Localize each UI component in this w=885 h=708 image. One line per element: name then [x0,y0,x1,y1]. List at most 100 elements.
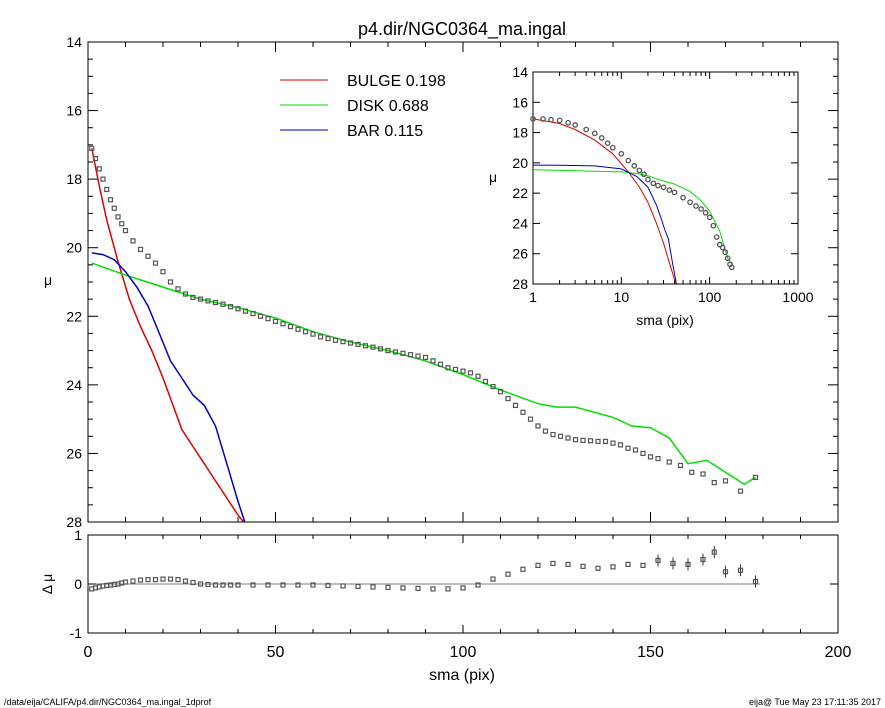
residual-data-point [475,582,481,588]
main-data-point [512,402,519,409]
main-y-ticks: 14 16 18 20 22 24 26 28 [66,34,838,530]
main-data-point [362,343,369,349]
main-data-point [422,354,429,361]
inset-x-tick-label: 1 [529,289,537,305]
main-data-point [595,438,601,445]
inset-plot-frame [532,71,799,285]
main-data-point [119,221,125,227]
main-series [89,145,759,523]
legend-label-bar: BAR 0.115 [347,123,423,140]
main-data-point [490,383,496,390]
residual-data-point [197,581,204,587]
main-data-point [617,442,624,448]
residual-data-point [280,582,286,588]
residual-data-point [505,571,511,577]
main-data-point [520,409,526,415]
residual-data-point [160,576,166,582]
inset-data-point [724,255,731,262]
inset-data-point [713,234,720,240]
residual-data-point [220,582,226,588]
residual-data-point [430,586,436,592]
main-data-point [160,269,166,275]
inset-data-point [716,241,723,248]
residual-y-tick-label: -1 [70,625,83,641]
main-data-point [197,296,204,302]
main-data-point [677,462,684,469]
main-data-point [242,308,249,314]
residual-data-point [227,582,234,588]
residual-data-point [325,582,331,589]
residual-x-tick-label: 0 [84,644,93,661]
inset-data-point [650,180,657,187]
inset-data-point [591,130,598,137]
main-data-point [407,352,414,358]
main-data-point [96,166,102,172]
main-data-point [557,433,564,439]
inset-data-point [604,140,611,147]
legend-label-bulge: BULGE 0.198 [347,73,446,90]
main-data-point [332,337,339,343]
main-y-tick-label: 16 [66,103,82,119]
main-data-point [100,176,106,182]
footer-path: /data/eija/CALIFA/p4.dir/NGC0364_ma.inga… [4,697,212,707]
residual-data-point [670,560,676,567]
main-data-point [280,321,286,327]
inset-x-tick-label: 1000 [782,289,813,305]
residual-y-tick-label: 0 [74,576,82,592]
inset-data-point [609,144,616,151]
residual-data-point [520,566,526,572]
main-data-point [711,479,717,486]
main-data-point [666,459,672,465]
residual-data-point [212,582,219,588]
inset-data-point [687,199,693,206]
inset-data-point [540,116,546,122]
inset-data-point [666,187,673,193]
residual-data-point [711,549,717,555]
main-data-point [392,349,399,355]
residual-data-point [265,582,271,588]
residual-data-point [295,582,301,588]
main-data-point [737,488,744,494]
inset-y-tick-label: 20 [512,155,528,171]
inset-data-point [598,135,605,141]
residual-data-point [535,562,541,568]
inset-data-point [572,122,578,128]
inset-data-point [625,157,632,164]
inset-data-point [548,116,554,123]
main-data-point [89,145,95,151]
inset-data-point [645,176,651,183]
inset-x-axis-label: sma (pix) [636,312,694,328]
main-data-point [430,358,436,364]
inset-data-point [618,150,625,157]
main-data-point [475,373,481,379]
inset-y-tick-label: 24 [512,215,528,231]
residual-data-point [370,584,376,590]
main-data-point [655,455,661,462]
main-data-point [287,323,294,330]
main-data-point [190,294,196,301]
inset-data-point [641,171,647,178]
inset-data-point [671,189,678,196]
residual-data-point [685,561,691,568]
inset-data-point [660,184,667,191]
residual-panel: Δ μ sma (pix) -101 0 50 100 150 200 [39,527,851,684]
main-data-point [580,437,586,443]
main-data-point [535,423,541,429]
residual-data-point [655,557,661,564]
inset-series-disk-line [532,169,733,265]
main-data-point [347,340,354,346]
main-data-point [104,186,110,193]
inset-series-bulge-line [532,118,677,285]
residual-data-point [490,576,496,582]
residual-data-point [752,578,759,585]
residual-x-axis-label: sma (pix) [429,667,495,684]
main-data-point [205,298,211,304]
inset-data-point [693,203,699,209]
main-data-point [227,304,234,310]
main-data-point [542,428,549,434]
inset-data-point [680,194,686,201]
main-data-point [370,344,376,350]
residual-data-point [152,576,159,583]
main-data-point [689,469,695,475]
main-data-point [445,365,451,371]
